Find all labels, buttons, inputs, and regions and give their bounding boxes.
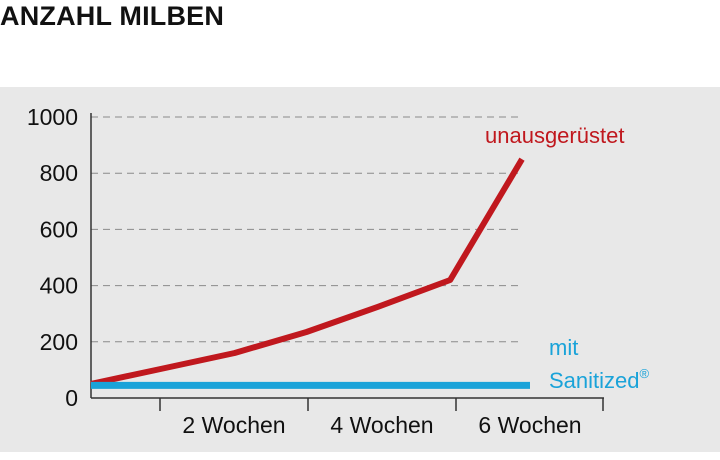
legend-label-mit: mit [549, 335, 578, 360]
y-tick-label-200: 200 [40, 329, 78, 355]
legend-label-unausgeruestet: unausgerüstet [485, 123, 624, 148]
y-tick-labels: 0 200 400 600 800 1000 [27, 104, 78, 411]
chart-title: ANZAHL MILBEN [0, 1, 225, 31]
legend-label-sanitized: Sanitized® [549, 366, 650, 393]
registered-mark: ® [640, 366, 650, 381]
y-tick-label-0: 0 [65, 385, 78, 411]
x-tick-label-2: 2 Wochen [182, 412, 285, 438]
axes [90, 113, 604, 411]
x-tick-labels: 2 Wochen 4 Wochen 6 Wochen [182, 412, 581, 438]
series-lines [90, 157, 530, 389]
y-tick-label-800: 800 [40, 160, 78, 186]
legend-label-sanitized-text: Sanitized [549, 368, 640, 393]
y-tick-label-1000: 1000 [27, 104, 78, 130]
x-tick-label-4: 4 Wochen [330, 412, 433, 438]
y-tick-label-400: 400 [40, 273, 78, 299]
x-tick-label-6: 6 Wochen [478, 412, 581, 438]
plot-panel [0, 87, 720, 452]
series-line-unausgeruestet [90, 157, 525, 387]
gridlines [91, 116, 522, 343]
y-tick-label-600: 600 [40, 216, 78, 242]
